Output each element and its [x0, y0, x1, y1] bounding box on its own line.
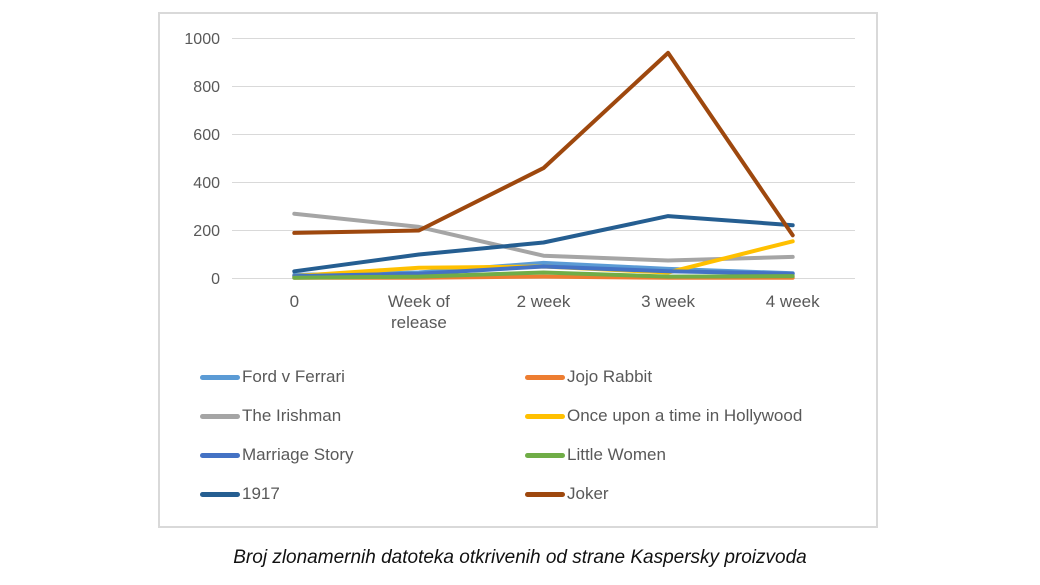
y-tick-label: 0	[211, 271, 220, 288]
legend-item-1917: 1917	[200, 483, 525, 505]
y-tick-label: 800	[193, 79, 220, 96]
legend-item-little-women: Little Women	[525, 444, 802, 466]
legend-swatch-little-women	[525, 452, 565, 458]
legend-label: Marriage Story	[242, 445, 354, 464]
legend-swatch-the-irishman	[200, 413, 240, 419]
chart-legend: Ford v Ferrari Jojo Rabbit The Irishman Onc…	[200, 366, 802, 505]
y-tick-label: 200	[193, 223, 220, 240]
legend-label: Once upon a time in Hollywood	[567, 406, 803, 425]
legend-swatch-jojo-rabbit	[525, 374, 565, 380]
legend-swatch-once-upon-a-time-in-hollywood	[525, 413, 565, 419]
legend-label: 1917	[242, 484, 280, 503]
x-category-label: 4 week	[766, 292, 820, 311]
y-tick-label: 400	[193, 175, 220, 192]
legend-label: Little Women	[567, 445, 666, 464]
series-line-the-irishman	[292, 211, 795, 263]
chart-frame: 0 200 400 600 800 1000 0 Week of release 2 week 3 …	[158, 12, 878, 528]
legend-item-ford-v-ferrari: Ford v Ferrari	[200, 366, 525, 388]
legend-item-once-upon-a-time-in-hollywood: Once upon a time in Hollywood	[525, 405, 802, 427]
y-tick-label: 1000	[184, 31, 220, 48]
legend-swatch-ford-v-ferrari	[200, 374, 240, 380]
y-tick-label: 600	[193, 127, 220, 144]
series-line-1917	[292, 214, 795, 274]
legend-label: The Irishman	[242, 406, 342, 425]
legend-label: Joker	[567, 484, 609, 503]
x-category-label: 3 week	[641, 292, 695, 311]
legend-item-jojo-rabbit: Jojo Rabbit	[525, 366, 802, 388]
legend-item-marriage-story: Marriage Story	[200, 444, 525, 466]
legend-swatch-marriage-story	[200, 452, 240, 458]
legend-item-joker: Joker	[525, 483, 802, 505]
legend-label: Jojo Rabbit	[567, 367, 653, 386]
legend-item-the-irishman: The Irishman	[200, 405, 525, 427]
x-category-label: 0	[290, 292, 299, 311]
series-line-little-women	[292, 270, 795, 280]
legend-swatch-1917	[200, 491, 240, 497]
legend-swatch-joker	[525, 491, 565, 497]
figure-caption: Broj zlonamernih datoteka otkrivenih od …	[233, 547, 807, 568]
line-chart-plot: 0 200 400 600 800 1000 0 Week of release 2 week 3 …	[184, 31, 855, 332]
x-category-label: Week of release	[388, 292, 450, 332]
legend-label: Ford v Ferrari	[242, 367, 345, 386]
x-category-label: 2 week	[517, 292, 571, 311]
series-line-marriage-story	[292, 264, 795, 279]
series-line-joker	[292, 50, 795, 238]
